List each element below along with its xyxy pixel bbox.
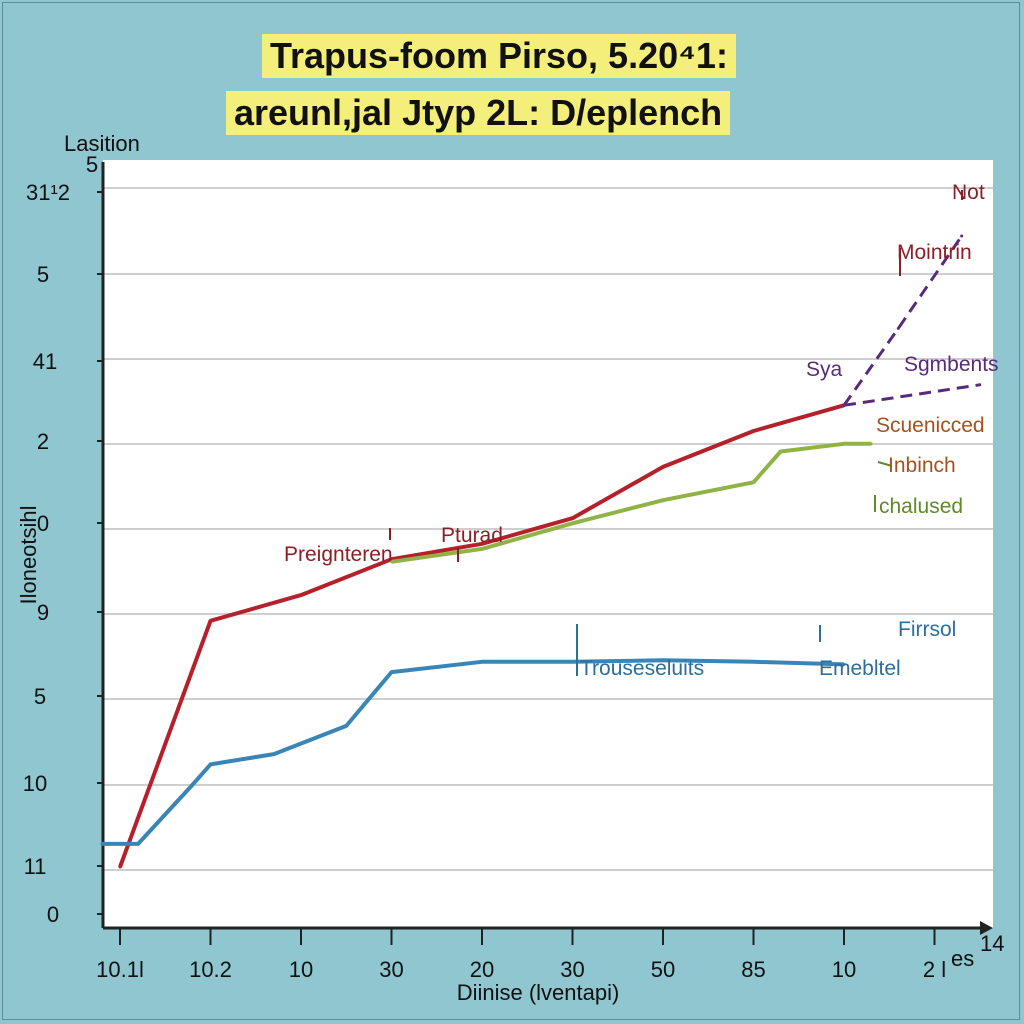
- series-point-preignteren: [209, 619, 212, 623]
- annotation-label: Emebltel: [819, 657, 901, 680]
- y-tick-label: 10: [23, 771, 47, 796]
- annotation-label: Sya: [806, 358, 843, 381]
- series-line-pturad: [391, 441, 872, 564]
- series-point-trouseseluits: [100, 842, 104, 846]
- x-tick-label: 10: [832, 957, 856, 982]
- y-tick-label: 9: [37, 600, 49, 625]
- annotation-label: Mointrin: [897, 241, 972, 264]
- series-point-sgmbents: [978, 383, 982, 387]
- y-tick-label: 31¹2: [26, 180, 70, 205]
- x-corner-label: 14: [980, 931, 1004, 956]
- annotation-label: Inbinch: [888, 454, 956, 477]
- annotation-label: Sgmbents: [904, 353, 999, 376]
- annotation-label: Preignteren: [284, 543, 393, 566]
- y-tick-label: 5: [34, 684, 46, 709]
- x-tick-label: 10: [289, 957, 313, 982]
- x-tick-label: 50: [651, 957, 675, 982]
- series-point-mointrin: [896, 326, 900, 330]
- series-point-trouseseluits: [752, 660, 755, 664]
- series-point-trouseseluits: [344, 724, 348, 728]
- series-point-pturad: [869, 442, 873, 446]
- series-point-trouseseluits: [661, 658, 665, 662]
- series-point-trouseseluits: [571, 660, 574, 664]
- x-tick-label: 20: [470, 957, 494, 982]
- y-axis-label: Iloneotsihl: [16, 505, 41, 604]
- series-point-pturad: [842, 442, 846, 446]
- annotation-label: Scuenicced: [876, 414, 985, 437]
- plot-area: [103, 160, 993, 928]
- series-point-pturad: [661, 498, 665, 502]
- x-axis-title: Diinise (lventapi): [457, 980, 620, 1005]
- series-point-trouseseluits: [190, 783, 194, 787]
- annotation-label: Pturad: [441, 524, 503, 547]
- y-tick-label: 2: [37, 429, 49, 454]
- series-point-pturad: [752, 480, 755, 484]
- series-point-pturad: [390, 560, 393, 564]
- chart-subtitle: areunl,jal Jtyp 2L: D/eplench: [226, 91, 731, 135]
- series-point-preignteren: [299, 593, 303, 597]
- x-tick-label: 85: [741, 957, 765, 982]
- series-point-preignteren: [118, 865, 122, 869]
- y-tick-label: 0: [37, 511, 49, 536]
- annotation-label: Firrsol: [898, 618, 956, 641]
- y-tick-label: 11: [24, 854, 47, 879]
- series-line-sgmbents: [843, 383, 981, 407]
- x-tick-label: 10.1l: [96, 957, 144, 982]
- x-tick-label: 2 l: [923, 957, 946, 982]
- x-tick-label: 30: [379, 957, 403, 982]
- y-axis-title: Lasition: [64, 131, 140, 156]
- series-point-trouseseluits: [480, 660, 484, 664]
- series-point-preignteren: [571, 516, 574, 520]
- x-tick-label: 30: [560, 957, 584, 982]
- x-tick-extra: es: [951, 946, 974, 971]
- series-point-trouseseluits: [272, 752, 276, 756]
- series-point-pturad: [480, 547, 484, 551]
- series-point-trouseseluits: [390, 670, 393, 674]
- series-point-preignteren: [661, 465, 665, 469]
- annotation-label: chalused: [879, 495, 963, 518]
- series-point-trouseseluits: [136, 842, 140, 846]
- y-tick-label: 5: [37, 262, 49, 287]
- series-point-trouseseluits: [842, 662, 846, 666]
- series-point-sgmbents: [842, 403, 846, 407]
- series-point-pturad: [779, 449, 783, 453]
- series-line-trouseseluits: [101, 658, 845, 846]
- chart-title: Trapus-foom Pirso, 5.20⁴1:: [262, 34, 736, 78]
- x-tick-label: 10.2: [189, 957, 232, 982]
- annotation-label: Not: [952, 181, 985, 204]
- x-axis-arrow: [980, 921, 993, 935]
- y-tick-label: 41: [33, 349, 57, 374]
- series-point-pturad: [571, 521, 574, 525]
- y-corner-label: 5: [86, 152, 98, 177]
- y-tick-label: 0: [47, 902, 59, 927]
- series-point-trouseseluits: [209, 762, 212, 766]
- annotation-leader: [877, 461, 893, 467]
- series-point-preignteren: [480, 542, 484, 546]
- annotation-label: Trouseseluits: [580, 657, 704, 680]
- series-point-mointrin: [960, 234, 964, 238]
- series-point-preignteren: [752, 429, 755, 433]
